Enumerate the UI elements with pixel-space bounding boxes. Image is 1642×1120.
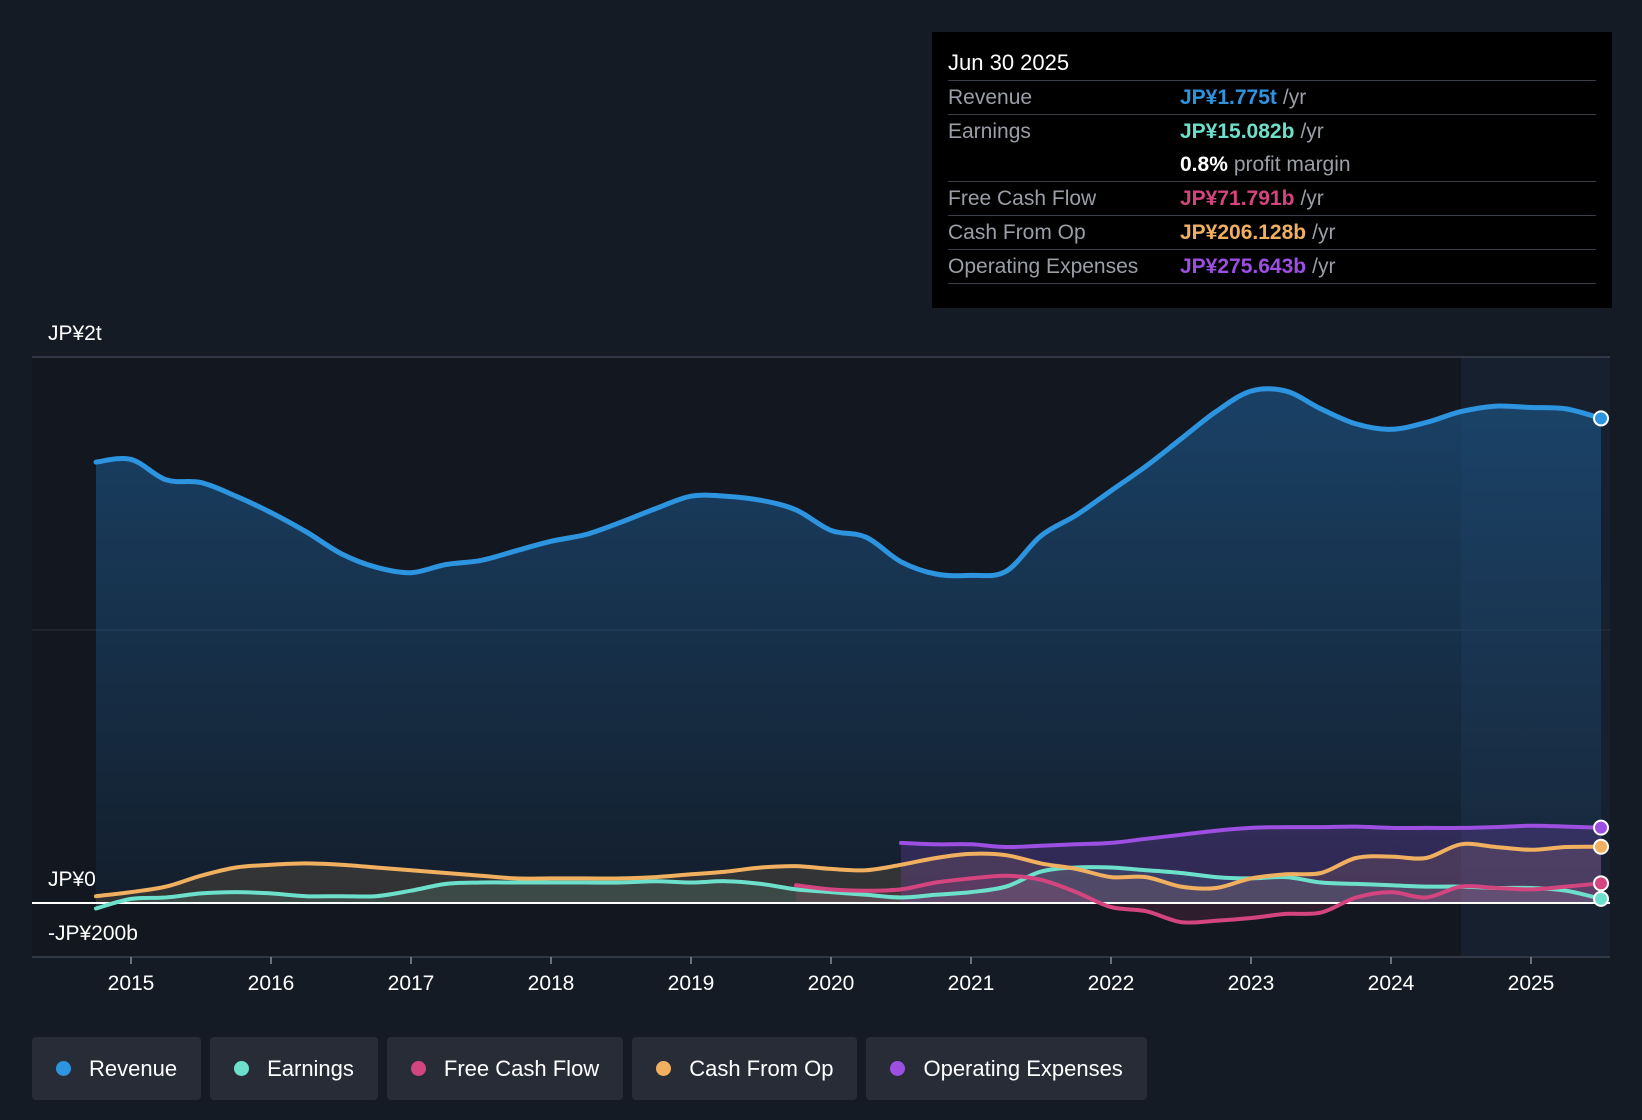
legend-item-earnings[interactable]: Earnings — [210, 1037, 378, 1100]
tooltip-row-earnings: Earnings JP¥15.082b /yr — [948, 114, 1596, 148]
tooltip-value: JP¥1.775t — [1180, 85, 1277, 109]
tooltip-unit: /yr — [1312, 254, 1336, 278]
tooltip-label: Free Cash Flow — [948, 186, 1097, 210]
x-tick-label: 2024 — [1368, 972, 1415, 995]
legend-dot-icon — [234, 1061, 250, 1076]
endpoint-free-cash-flow — [1593, 875, 1609, 892]
y-label-zero: JP¥0 — [48, 868, 96, 891]
x-tick-label: 2021 — [948, 972, 995, 995]
legend-item-free-cash-flow[interactable]: Free Cash Flow — [386, 1037, 624, 1100]
x-tick-label: 2018 — [528, 972, 575, 995]
tooltip-row-revenue: Revenue JP¥1.775t /yr — [948, 80, 1596, 114]
x-axis-ticks: 2015 2016 2017 2018 2019 2020 2021 2022 2023 2024… — [108, 957, 1555, 995]
x-tick-label: 2019 — [668, 972, 715, 995]
legend-label: Operating Expenses — [923, 1055, 1123, 1081]
tooltip-unit: /yr — [1300, 186, 1324, 210]
tooltip-label: Revenue — [948, 85, 1033, 109]
x-tick-label: 2025 — [1508, 972, 1555, 995]
line-revenue — [93, 386, 1604, 579]
legend-dot-icon — [890, 1061, 906, 1076]
tooltip-row-cash-from-op: Cash From Op JP¥206.128b /yr — [948, 215, 1596, 249]
tooltip-date: Jun 30 2025 — [948, 50, 1070, 75]
legend-label: Revenue — [89, 1055, 178, 1081]
endpoint-cash-from-op — [1593, 838, 1609, 855]
tooltip-value: JP¥15.082b — [1180, 119, 1295, 143]
line-free-cash-flow — [794, 873, 1603, 925]
legend-dot-icon — [56, 1061, 71, 1076]
endpoint-revenue — [1593, 410, 1609, 427]
tooltip-row-operating-expenses: Operating Expenses JP¥275.643b /yr — [948, 249, 1596, 284]
tooltip-row-free-cash-flow: Free Cash Flow JP¥71.791b /yr — [948, 181, 1596, 215]
legend-item-cash-from-op[interactable]: Cash From Op — [632, 1037, 858, 1100]
tooltip: Jun 30 2025 Revenue JP¥1.775t /yr Earnin… — [932, 32, 1612, 308]
legend-item-revenue[interactable]: Revenue — [32, 1037, 202, 1100]
x-tick-label: 2022 — [1088, 972, 1135, 995]
y-label-bottom: -JP¥200b — [48, 922, 138, 945]
tooltip-unit: /yr — [1312, 220, 1336, 244]
legend-dot-icon — [410, 1061, 426, 1076]
tooltip-label: Cash From Op — [948, 220, 1086, 244]
x-tick-label: 2017 — [388, 972, 435, 995]
tooltip-unit: /yr — [1282, 85, 1307, 109]
legend-label: Cash From Op — [689, 1055, 834, 1081]
series-lines — [93, 386, 1604, 925]
legend-label: Free Cash Flow — [443, 1055, 600, 1081]
line-cash-from-op — [94, 841, 1603, 899]
area-earnings — [96, 867, 1601, 909]
legend-dot-icon — [656, 1061, 672, 1076]
endpoint-operating-expenses — [1593, 819, 1609, 836]
area-revenue — [96, 388, 1601, 904]
tooltip-value: JP¥275.643b — [1180, 254, 1307, 278]
tooltip-row-profit-margin: 0.8% profit margin — [948, 148, 1596, 181]
tooltip-value: 0.8% — [1180, 152, 1228, 176]
tooltip-value: JP¥71.791b — [1180, 186, 1295, 210]
legend-item-operating-expenses[interactable]: Operating Expenses — [866, 1037, 1147, 1100]
tooltip-value: JP¥206.128b — [1180, 220, 1307, 244]
tooltip-unit: profit margin — [1233, 152, 1351, 176]
x-tick-label: 2020 — [808, 972, 855, 995]
line-operating-expenses — [899, 823, 1603, 850]
tooltip-label: Operating Expenses — [948, 254, 1139, 278]
y-label-top: JP¥2t — [48, 322, 102, 345]
legend-label: Earnings — [267, 1055, 354, 1081]
line-earnings — [94, 865, 1603, 911]
series-endpoints — [1593, 410, 1609, 907]
endpoint-earnings — [1593, 890, 1609, 907]
x-tick-label: 2015 — [108, 972, 155, 995]
tooltip-unit: /yr — [1300, 119, 1324, 143]
x-tick-label: 2016 — [248, 972, 295, 995]
legend: Revenue Earnings Free Cash Flow Cash Fro… — [32, 1037, 1147, 1100]
tooltip-label: Earnings — [948, 119, 1031, 143]
x-tick-label: 2023 — [1228, 972, 1275, 995]
